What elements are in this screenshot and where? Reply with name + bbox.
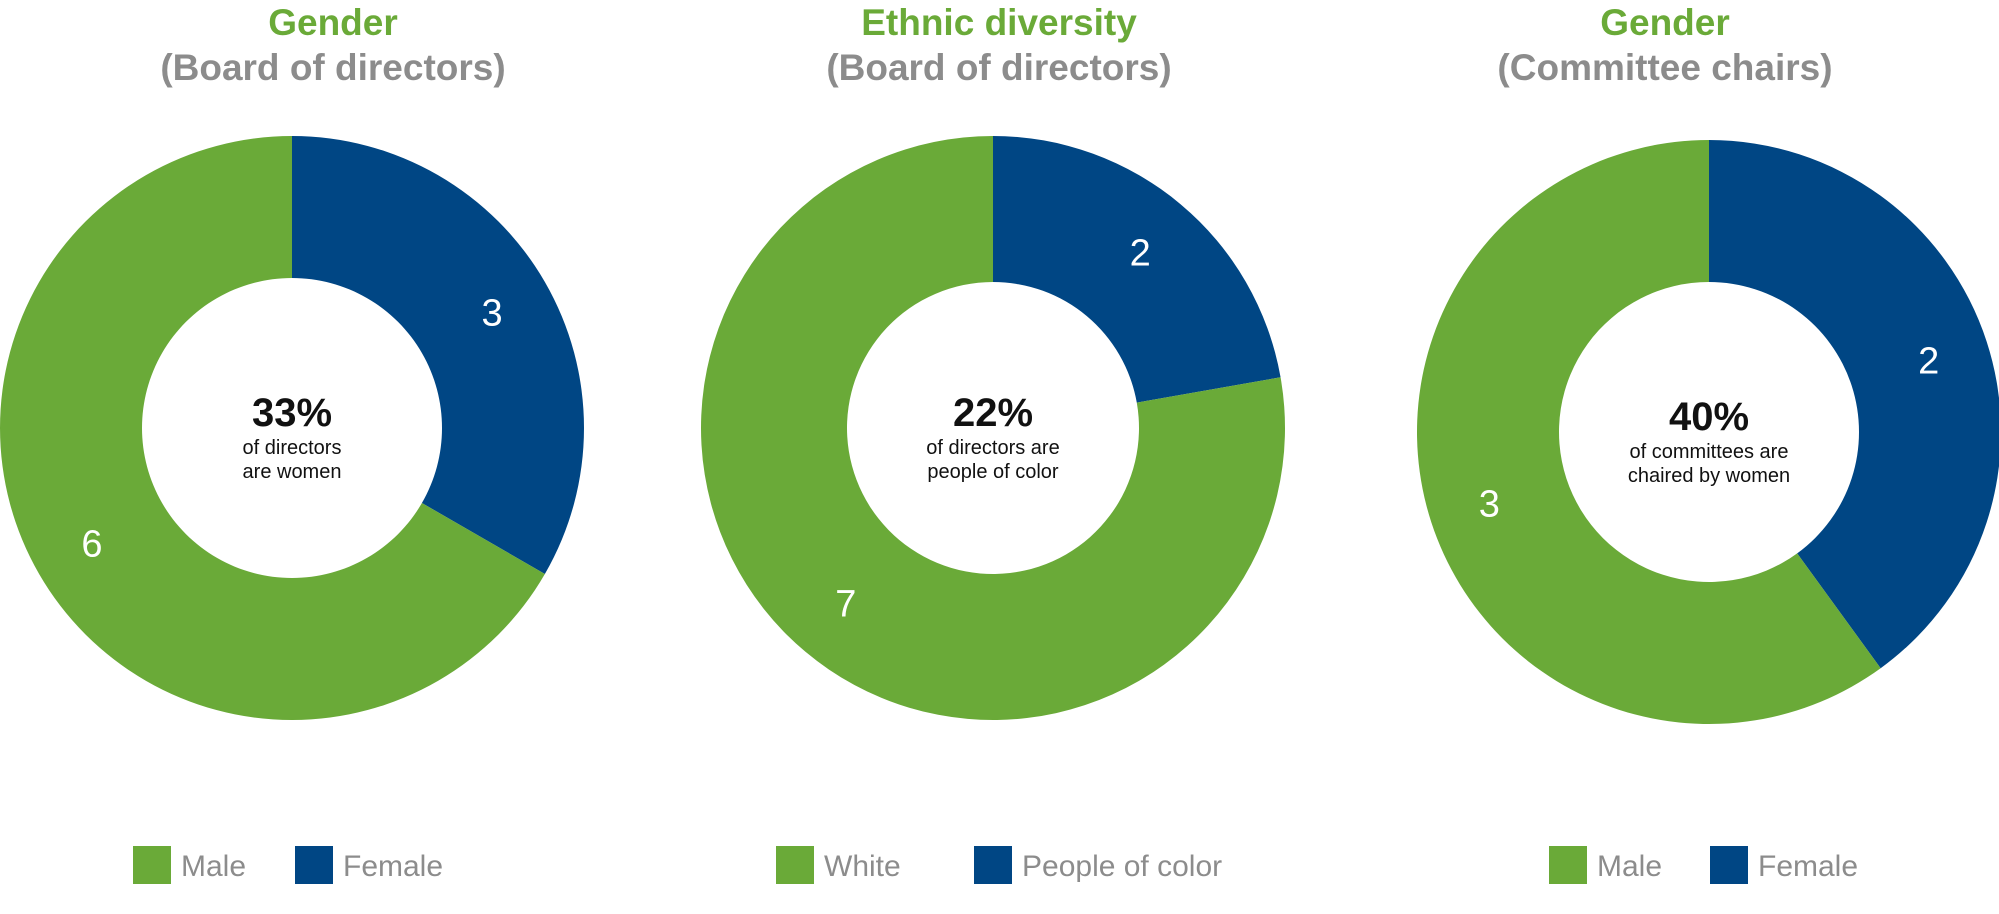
slice-value-label: 2 — [1918, 341, 1939, 383]
legend-swatch — [1549, 846, 1587, 884]
slice-value-label: 2 — [1130, 233, 1151, 275]
center-value: 40% — [1669, 395, 1749, 439]
legend-swatch — [295, 846, 333, 884]
donut-slice-white — [701, 136, 1285, 720]
legend-label: People of color — [1022, 850, 1223, 883]
center-value: 22% — [953, 391, 1033, 435]
legend-swatch — [1710, 846, 1748, 884]
legend-swatch — [133, 846, 171, 884]
legend-label: Male — [181, 850, 247, 883]
chart-subtitle: (Board of directors) — [160, 47, 506, 88]
chart-subtitle: (Board of directors) — [826, 47, 1172, 88]
donut-slice-people-of-color — [993, 136, 1281, 403]
center-caption-line2: chaired by women — [1628, 465, 1790, 487]
chart-title: Ethnic diversity — [861, 2, 1137, 43]
legend-label: Female — [343, 850, 444, 883]
legend-label: White — [824, 850, 901, 883]
chart-panel-ethnic-diversity: Ethnic diversity (Board of directors) 2 7… — [666, 0, 1332, 914]
slice-value-label: 3 — [481, 293, 502, 335]
slice-value-label: 6 — [81, 524, 102, 566]
legend-swatch — [974, 846, 1012, 884]
center-value: 33% — [252, 391, 332, 435]
chart-title: Gender — [1600, 2, 1730, 43]
chart-subtitle: (Committee chairs) — [1497, 47, 1833, 88]
center-caption-line2: people of color — [927, 461, 1059, 483]
donut-slice-male — [1417, 140, 1881, 725]
center-caption-line2: are women — [243, 461, 342, 483]
chart-title: Gender — [268, 2, 398, 43]
legend-label: Female — [1758, 850, 1859, 883]
legend-swatch — [776, 846, 814, 884]
donut-slice-male — [0, 136, 545, 720]
donut-slice-female — [292, 136, 584, 574]
chart-panel-gender-board: Gender (Board of directors) 3 6 33% of dire… — [0, 0, 666, 914]
center-caption-line1: of directors — [243, 437, 342, 459]
slice-value-label: 7 — [835, 583, 856, 625]
center-caption-line1: of directors are — [926, 437, 1059, 459]
slice-value-label: 3 — [1479, 483, 1500, 525]
center-caption-line1: of committees are — [1630, 441, 1789, 463]
legend-label: Male — [1597, 850, 1663, 883]
chart-panel-gender-committee: Gender (Committee chairs) 2 3 40% of commit… — [1332, 0, 1999, 914]
donut-slice-female — [1709, 140, 1999, 669]
